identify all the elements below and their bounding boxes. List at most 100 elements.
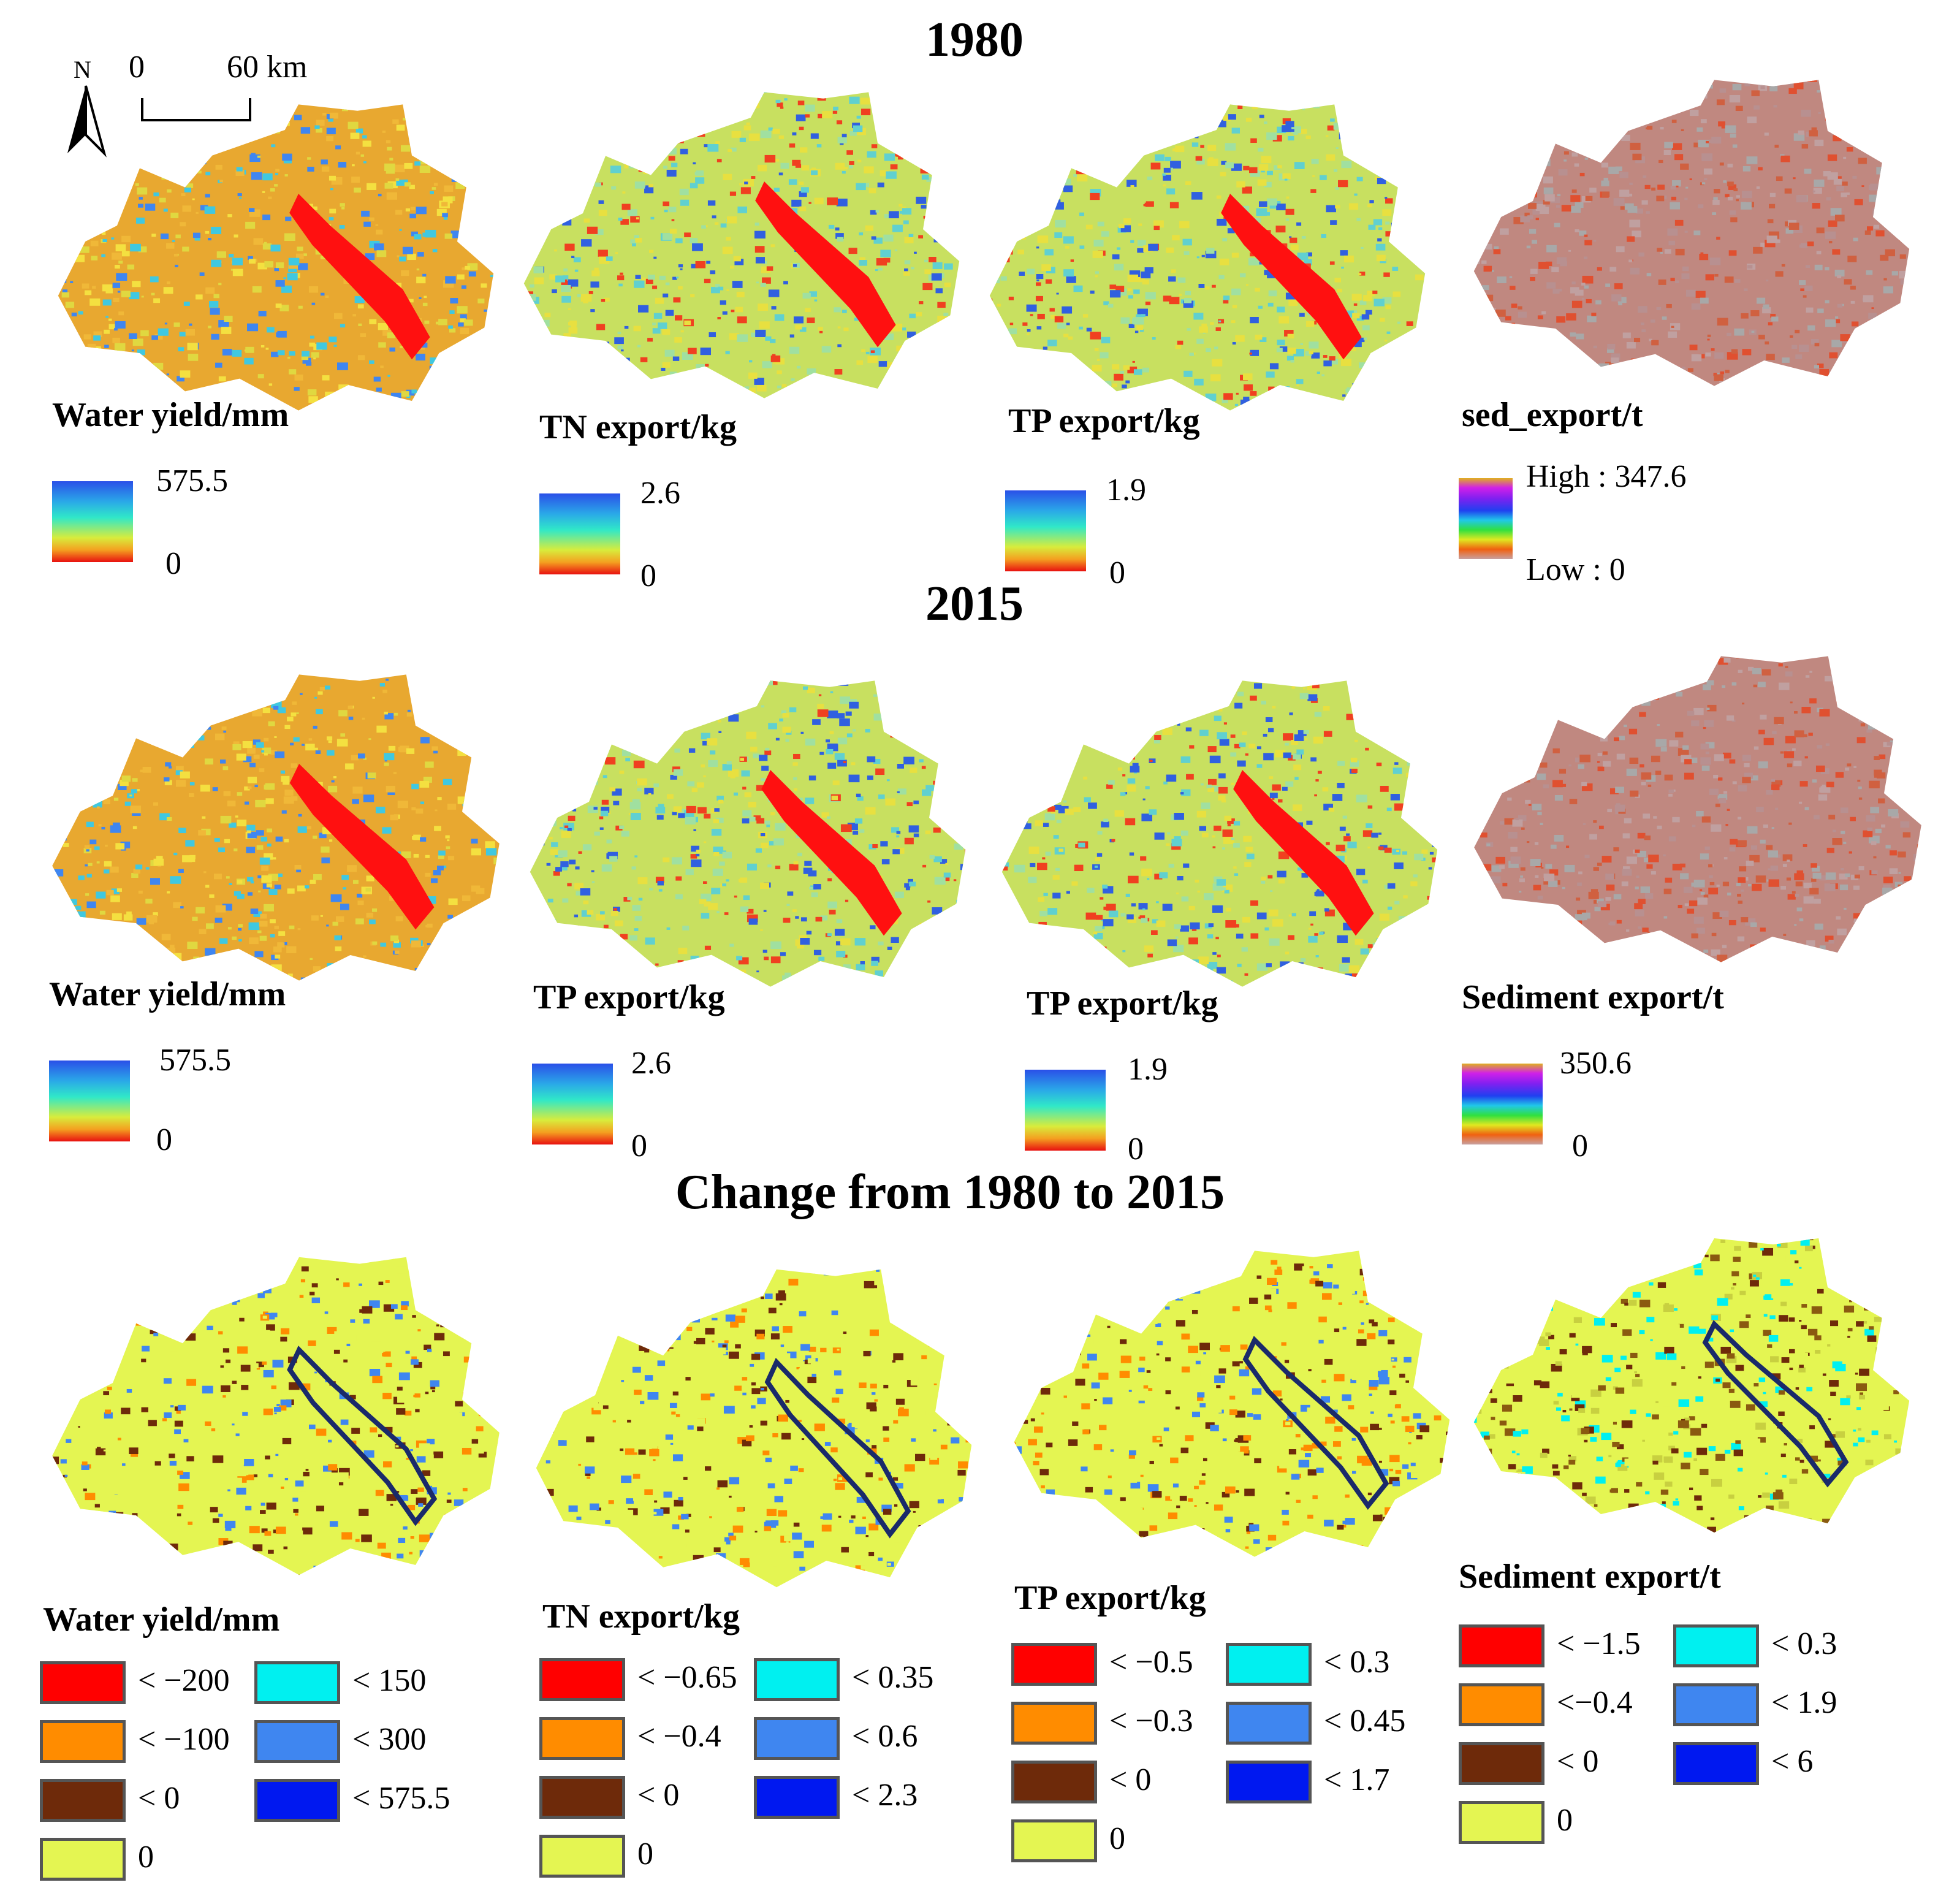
raster-pixel [126, 362, 129, 364]
raster-pixel [1009, 759, 1013, 763]
raster-pixel [1601, 180, 1609, 186]
raster-pixel [1036, 282, 1041, 286]
raster-pixel [1690, 109, 1699, 116]
raster-pixel [145, 899, 153, 904]
raster-pixel [949, 798, 956, 803]
raster-pixel [797, 853, 802, 856]
raster-pixel [95, 229, 101, 234]
raster-pixel [614, 337, 624, 345]
raster-pixel [1256, 963, 1268, 971]
raster-pixel [186, 695, 190, 698]
raster-pixel [1340, 359, 1351, 367]
raster-pixel [789, 864, 799, 870]
raster-pixel [799, 798, 804, 801]
raster-pixel [583, 101, 589, 105]
raster-pixel [481, 705, 486, 709]
raster-pixel [532, 712, 538, 716]
raster-pixel [1829, 241, 1833, 243]
raster-pixel [1329, 356, 1335, 361]
raster-pixel [782, 726, 791, 733]
raster-pixel [707, 143, 719, 152]
raster-pixel [667, 148, 677, 155]
lake-river-area [289, 194, 430, 360]
raster-pixel [348, 121, 359, 129]
raster-pixel [108, 147, 111, 149]
raster-pixel [1119, 723, 1123, 726]
raster-pixel [1807, 325, 1815, 331]
raster-pixel [207, 726, 211, 730]
raster-pixel [1402, 104, 1414, 112]
raster-pixel [1394, 862, 1404, 869]
raster-pixel [1198, 956, 1209, 964]
raster-pixel [1854, 199, 1863, 205]
raster-pixel [244, 385, 249, 389]
raster-pixel [1834, 269, 1845, 277]
raster-pixel [1869, 185, 1876, 191]
raster-pixel [720, 300, 726, 305]
raster-pixel [218, 283, 222, 286]
raster-pixel [457, 274, 465, 280]
raster-pixel [649, 717, 658, 723]
raster-pixel [603, 924, 609, 929]
raster-pixel [667, 692, 672, 696]
raster-pixel [1548, 348, 1557, 354]
raster-pixel [232, 936, 237, 940]
raster-pixel [793, 316, 804, 324]
raster-pixel [713, 851, 720, 856]
raster-pixel [543, 379, 550, 384]
raster-pixel [1314, 407, 1321, 411]
raster-pixel [902, 698, 906, 701]
raster-pixel [145, 120, 154, 126]
raster-pixel [1626, 342, 1636, 349]
raster-pixel [1321, 374, 1324, 376]
raster-pixel [1530, 277, 1535, 281]
raster-pixel [856, 183, 866, 191]
raster-pixel [545, 369, 548, 371]
raster-pixel [1065, 246, 1069, 249]
raster-pixel [1356, 869, 1366, 875]
raster-pixel [287, 973, 293, 977]
raster-pixel [92, 286, 96, 289]
raster-pixel [1515, 175, 1518, 178]
raster-pixel [445, 835, 450, 839]
raster-pixel [153, 192, 159, 197]
raster-pixel [339, 225, 345, 229]
raster-pixel [293, 737, 300, 742]
raster-pixel [558, 700, 567, 706]
raster-pixel [428, 710, 435, 715]
raster-pixel [284, 233, 295, 241]
raster-pixel [490, 817, 500, 825]
raster-pixel [504, 907, 513, 913]
raster-pixel [316, 405, 325, 411]
raster-pixel [236, 120, 241, 124]
raster-pixel [491, 796, 500, 803]
raster-pixel [403, 118, 407, 121]
raster-pixel [425, 855, 430, 858]
raster-pixel [1380, 785, 1389, 792]
raster-pixel [526, 294, 536, 301]
raster-pixel [1243, 836, 1252, 842]
raster-pixel [1419, 318, 1426, 322]
raster-pixel [1736, 195, 1740, 198]
raster-pixel [1112, 383, 1117, 387]
raster-pixel [495, 869, 500, 874]
raster-pixel [58, 364, 60, 371]
raster-pixel [459, 670, 465, 674]
raster-pixel [162, 690, 166, 693]
raster-pixel [1305, 135, 1311, 139]
raster-pixel [163, 287, 173, 294]
raster-pixel [1227, 824, 1231, 826]
raster-pixel [1618, 302, 1623, 306]
raster-pixel [214, 837, 220, 842]
raster-pixel [1287, 976, 1293, 980]
raster-pixel [1049, 682, 1054, 686]
raster-pixel [1075, 166, 1081, 170]
raster-pixel [89, 104, 99, 112]
raster-pixel [619, 825, 625, 829]
raster-pixel [221, 327, 232, 334]
raster-pixel [284, 725, 291, 729]
raster-pixel [652, 285, 658, 289]
raster-pixel [531, 110, 541, 116]
raster-pixel [1394, 901, 1400, 905]
raster-pixel [1290, 360, 1294, 363]
